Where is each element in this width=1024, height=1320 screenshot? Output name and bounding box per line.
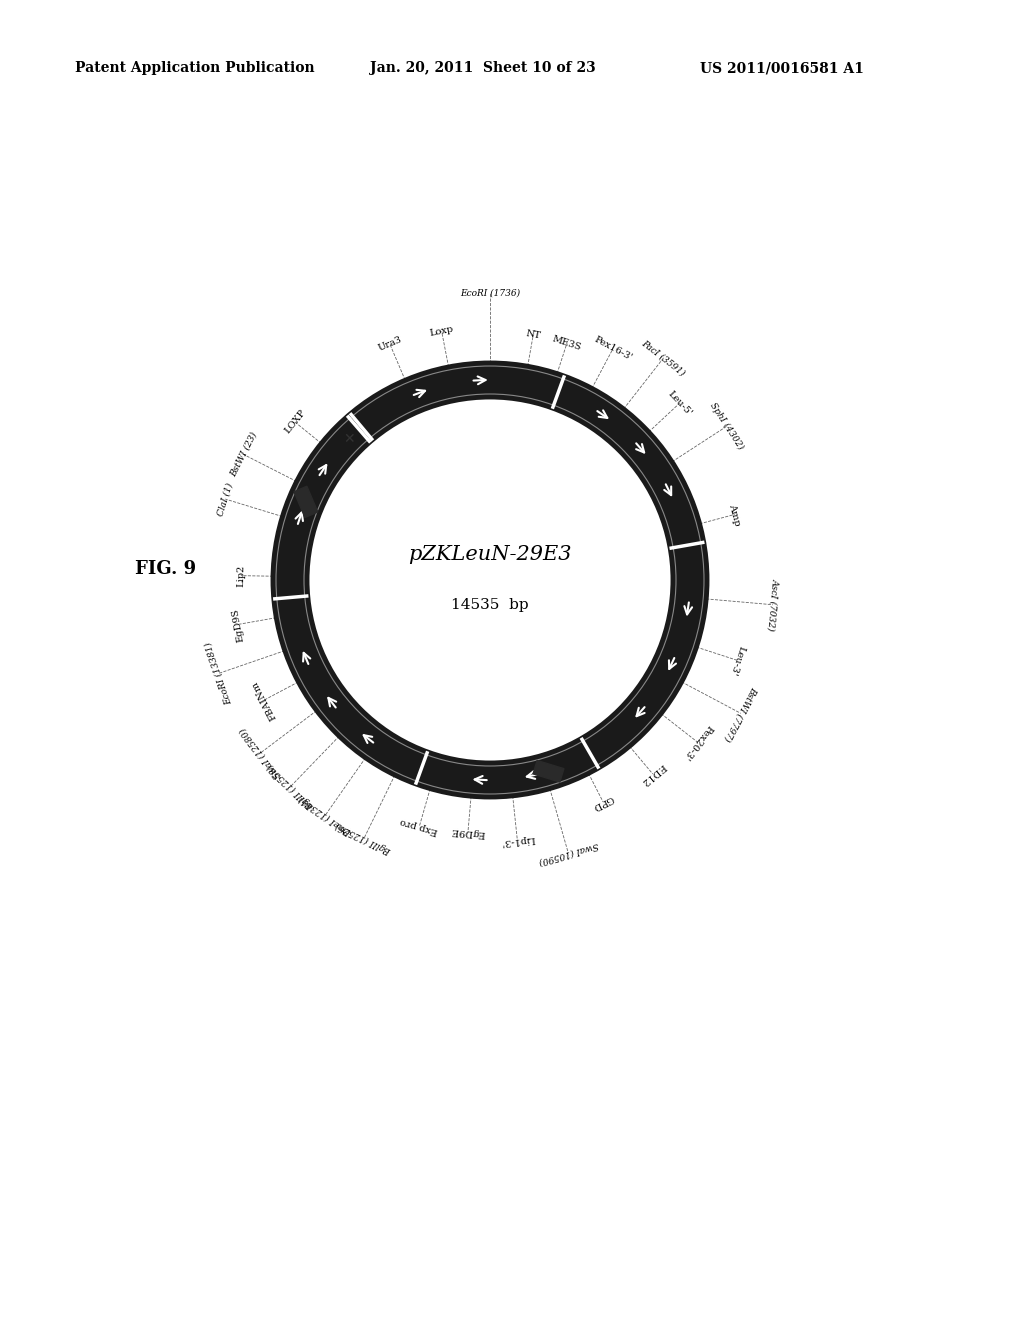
Text: F.D12: F.D12 <box>639 762 667 787</box>
Text: BglII (12526): BglII (12526) <box>335 821 393 855</box>
Text: Amp: Amp <box>727 503 742 527</box>
Text: EgD9S: EgD9S <box>230 607 245 642</box>
Text: BstWI (23): BstWI (23) <box>228 430 258 478</box>
Text: ✕: ✕ <box>343 432 354 446</box>
Text: Jan. 20, 2011  Sheet 10 of 23: Jan. 20, 2011 Sheet 10 of 23 <box>370 61 596 75</box>
Text: 14535  bp: 14535 bp <box>452 598 528 612</box>
Text: pZKLeuN-29E3: pZKLeuN-29E3 <box>409 545 571 565</box>
Text: US 2011/0016581 A1: US 2011/0016581 A1 <box>700 61 864 75</box>
Text: PmeI (12344): PmeI (12344) <box>297 793 353 837</box>
Text: PacI (3591): PacI (3591) <box>640 338 687 378</box>
Bar <box>294 486 317 517</box>
Text: BglII (12558): BglII (12558) <box>265 762 315 810</box>
Text: ME3S: ME3S <box>551 334 583 352</box>
Text: Ura3: Ura3 <box>377 335 403 352</box>
Bar <box>534 760 564 781</box>
Text: SwaI (12580): SwaI (12580) <box>239 726 283 780</box>
Text: AscI (7032): AscI (7032) <box>766 578 779 631</box>
Text: ClaI (1): ClaI (1) <box>216 482 234 516</box>
Text: FIG. 9: FIG. 9 <box>135 560 197 578</box>
Text: EcoRI (13381): EcoRI (13381) <box>204 640 233 706</box>
Text: Leu-5': Leu-5' <box>666 389 693 417</box>
Text: Loxp: Loxp <box>429 325 455 338</box>
Text: LOXP: LOXP <box>283 408 307 436</box>
Text: BstWI (7797): BstWI (7797) <box>723 685 759 742</box>
Text: Lip2: Lip2 <box>237 565 246 587</box>
Text: EgD9E: EgD9E <box>451 826 485 838</box>
Text: Exp pro: Exp pro <box>399 817 439 836</box>
Text: SphI (4302): SphI (4302) <box>708 401 745 451</box>
Text: SwaI (10590): SwaI (10590) <box>538 841 599 866</box>
Text: EcoRI (1736): EcoRI (1736) <box>460 289 520 297</box>
Text: Lip1-3': Lip1-3' <box>500 834 535 846</box>
Text: Pex16-3': Pex16-3' <box>592 335 634 363</box>
Text: Leu-3': Leu-3' <box>728 644 745 676</box>
Text: NT: NT <box>525 329 542 341</box>
Text: GPD: GPD <box>591 793 615 810</box>
Text: Patent Application Publication: Patent Application Publication <box>75 61 314 75</box>
Text: Pex20-3': Pex20-3' <box>681 723 714 762</box>
Text: FBAINm: FBAINm <box>250 680 278 722</box>
